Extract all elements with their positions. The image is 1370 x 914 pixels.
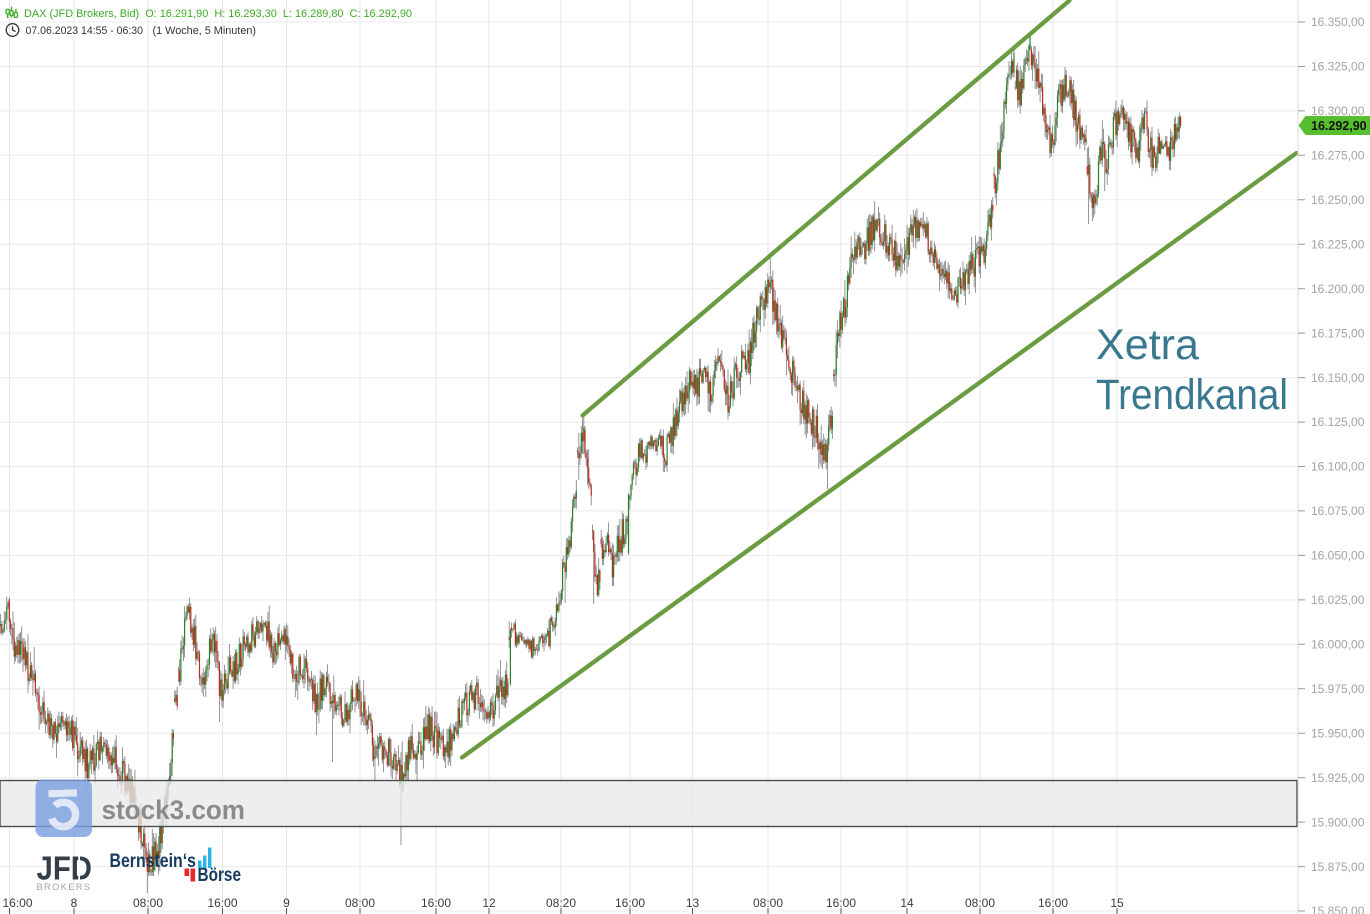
svg-text:08:00: 08:00 [345,896,375,910]
svg-text:Börse: Börse [198,865,242,886]
svg-text:16.175,00: 16.175,00 [1311,326,1365,340]
svg-text:07.06.2023 14:55 - 06:30: 07.06.2023 14:55 - 06:30 [26,25,144,37]
svg-text:08:20: 08:20 [546,896,576,910]
svg-text:Bernstein‘s: Bernstein‘s [110,851,197,872]
svg-text:08:00: 08:00 [965,896,995,910]
svg-text:16.050,00: 16.050,00 [1311,549,1365,563]
svg-text:16.025,00: 16.025,00 [1311,593,1365,607]
svg-text:16:00: 16:00 [2,896,32,910]
svg-text:16.200,00: 16.200,00 [1311,282,1365,296]
svg-text:8: 8 [71,896,78,910]
svg-text:15.925,00: 15.925,00 [1311,771,1365,785]
svg-text:16.300,00: 16.300,00 [1311,104,1365,118]
svg-text:15.875,00: 15.875,00 [1311,860,1365,874]
svg-text:(1 Woche, 5 Minuten): (1 Woche, 5 Minuten) [153,25,257,37]
svg-text:16.275,00: 16.275,00 [1311,149,1365,163]
svg-text:16.250,00: 16.250,00 [1311,193,1365,207]
svg-text:16:00: 16:00 [421,896,451,910]
svg-text:16:00: 16:00 [826,896,856,910]
svg-text:13: 13 [686,896,700,910]
svg-text:16:00: 16:00 [615,896,645,910]
svg-text:15.900,00: 15.900,00 [1311,815,1365,829]
svg-text:15: 15 [1110,896,1124,910]
svg-text:16.325,00: 16.325,00 [1311,60,1365,74]
svg-text:16:00: 16:00 [207,896,237,910]
svg-text:12: 12 [482,896,496,910]
svg-text:16.350,00: 16.350,00 [1311,15,1365,29]
svg-text:JFD: JFD [37,850,93,887]
svg-text:14: 14 [900,896,914,910]
svg-text:16.075,00: 16.075,00 [1311,504,1365,518]
svg-text:16.225,00: 16.225,00 [1311,237,1365,251]
svg-text:16.100,00: 16.100,00 [1311,460,1365,474]
svg-text:16:00: 16:00 [1038,896,1068,910]
svg-text:16.292,90: 16.292,90 [1311,119,1367,133]
svg-text:BROKERS: BROKERS [37,882,91,892]
svg-text:15.850,00: 15.850,00 [1311,904,1365,914]
svg-text:15.950,00: 15.950,00 [1311,726,1365,740]
svg-text:Xetra: Xetra [1096,322,1199,369]
svg-text:16.000,00: 16.000,00 [1311,638,1365,652]
svg-text:16.150,00: 16.150,00 [1311,371,1365,385]
svg-text:9: 9 [283,896,290,910]
svg-text:stock3.com: stock3.com [102,795,246,825]
svg-text:15.975,00: 15.975,00 [1311,682,1365,696]
svg-text:DAX (JFD Brokers, Bid) O: 16.: DAX (JFD Brokers, Bid) O: 16.291,90 H: 1… [24,8,412,20]
svg-text:08:00: 08:00 [753,896,783,910]
svg-text:Trendkanal: Trendkanal [1096,372,1288,419]
svg-text:08:00: 08:00 [133,896,163,910]
svg-text:16.125,00: 16.125,00 [1311,415,1365,429]
